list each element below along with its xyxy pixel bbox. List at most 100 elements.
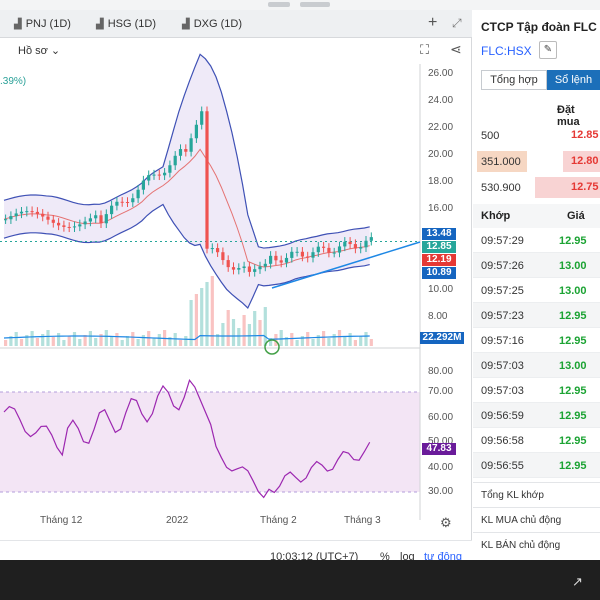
candle-body xyxy=(300,251,304,257)
candle-body xyxy=(163,172,167,176)
trade-row: 09:57:03 12.95 xyxy=(473,378,600,403)
stock-side-panel: CTCP Tập đoàn FLC FLC:HSX ✎ Tổng hợp Sổ … xyxy=(473,10,600,560)
tab-hsg[interactable]: ▟ HSG (1D) xyxy=(96,16,156,32)
trade-price: 12.95 xyxy=(559,385,587,397)
candle-body xyxy=(57,222,61,226)
candle-body xyxy=(30,211,34,213)
candle-body xyxy=(343,241,347,247)
trade-row: 09:57:26 13.00 xyxy=(473,253,600,278)
candle-body xyxy=(125,202,130,204)
candlestick-chart[interactable] xyxy=(0,10,472,540)
candle-body xyxy=(189,138,193,152)
rsi-line xyxy=(3,378,371,499)
volume-bar xyxy=(41,334,45,346)
time-tick: Tháng 3 xyxy=(344,515,381,526)
company-title: CTCP Tập đoàn FLC xyxy=(481,20,597,34)
percent-scale-button[interactable]: % xyxy=(380,551,390,563)
volume-bar xyxy=(263,307,267,346)
volume-bar xyxy=(194,294,198,346)
candle-body xyxy=(353,244,357,249)
candle-body xyxy=(247,266,251,272)
volume-bar xyxy=(226,310,230,346)
tray-arrow-icon[interactable]: ↗ xyxy=(572,574,583,589)
candle-body xyxy=(78,224,82,227)
volume-bar xyxy=(152,338,156,346)
volume-tag: 22.292M xyxy=(420,332,464,344)
settings-gear-icon[interactable]: ⚙ xyxy=(440,515,452,530)
tab-dxg[interactable]: ▟ DXG (1D) xyxy=(182,16,242,32)
candle-body xyxy=(25,211,29,213)
candle-body xyxy=(348,241,352,245)
rsi-tick: 40.00 xyxy=(428,462,454,473)
bid-header: Đặt mua xyxy=(557,104,580,128)
add-tab-icon[interactable]: + xyxy=(428,14,438,31)
trade-time: 09:57:23 xyxy=(481,310,524,322)
candle-body xyxy=(194,124,198,139)
candle-body xyxy=(88,218,92,222)
volume-ma-line xyxy=(3,334,370,341)
volume-bar xyxy=(9,336,13,346)
trade-price: 12.95 xyxy=(559,410,587,422)
volume-bar xyxy=(125,336,130,346)
volume-bar xyxy=(157,334,161,346)
volume-bar xyxy=(327,338,331,346)
fullscreen-icon[interactable]: ⛶ xyxy=(420,42,430,57)
candle-body xyxy=(258,266,262,270)
volume-bar xyxy=(322,331,326,346)
tab-label: DXG (1D) xyxy=(193,18,242,30)
trade-time: 09:56:58 xyxy=(481,435,524,447)
candle-body xyxy=(104,214,108,224)
volume-bar xyxy=(67,336,71,346)
price-tick: 8.00 xyxy=(428,311,448,322)
candle-body xyxy=(311,252,315,258)
candle-body xyxy=(200,111,204,125)
candle-body xyxy=(237,268,241,270)
expand-icon[interactable]: ⤢ xyxy=(452,16,462,30)
chevron-down-icon: ⌄ xyxy=(50,45,61,57)
volume-bar xyxy=(364,332,368,346)
candle-body xyxy=(46,216,50,220)
candle-body xyxy=(284,257,289,263)
edit-icon[interactable]: ✎ xyxy=(539,41,557,59)
chart-tab-bar: ▟ PNJ (1D) ▟ HSG (1D) ▟ DXG (1D) + ⤢ xyxy=(0,10,472,38)
summary-tab-button[interactable]: Tổng hợp xyxy=(481,70,547,90)
volume-bar xyxy=(88,331,92,346)
volume-bar xyxy=(332,334,336,346)
symbol-link[interactable]: FLC:HSX xyxy=(481,44,532,58)
volume-bar xyxy=(359,336,363,346)
summary-row: Tổng KL khớp xyxy=(473,482,600,507)
profile-label: Hồ sơ xyxy=(18,45,48,57)
candle-body xyxy=(226,260,230,268)
candle-body xyxy=(141,180,145,190)
bollinger-upper xyxy=(3,53,370,249)
candle-body xyxy=(14,213,18,217)
volume-bar xyxy=(279,330,283,346)
price-tick: 22.00 xyxy=(428,122,454,133)
trade-price: 12.95 xyxy=(559,335,587,347)
summary-label: KL MUA chủ động xyxy=(481,515,562,526)
candle-body xyxy=(269,255,273,264)
volume-bar xyxy=(115,333,119,346)
share-icon[interactable]: ⋖ xyxy=(450,41,462,57)
bid-volume: 530.900 xyxy=(481,182,521,194)
candle-body xyxy=(369,237,373,241)
volume-bar xyxy=(35,338,39,346)
volume-bar xyxy=(237,328,241,346)
price-tick: 26.00 xyxy=(428,68,454,79)
orderbook-tab-button[interactable]: Sổ lệnh xyxy=(547,70,600,90)
candle-body xyxy=(295,251,299,253)
bollinger-band-fill xyxy=(4,54,370,308)
volume-bar xyxy=(210,276,214,346)
trades-header: Khớp Giá xyxy=(473,204,600,228)
candle-body xyxy=(290,251,294,258)
volume-bar xyxy=(46,330,50,346)
price-tag: 12.19 xyxy=(422,254,456,266)
candle-body xyxy=(94,215,98,219)
tab-pnj[interactable]: ▟ PNJ (1D) xyxy=(14,16,71,32)
candle-body xyxy=(9,216,13,220)
price-tag: 13.48 xyxy=(422,228,456,240)
volume-bar xyxy=(104,330,108,346)
price-tick: 16.00 xyxy=(428,203,454,214)
profile-dropdown[interactable]: Hồ sơ ⌄ xyxy=(18,44,60,57)
